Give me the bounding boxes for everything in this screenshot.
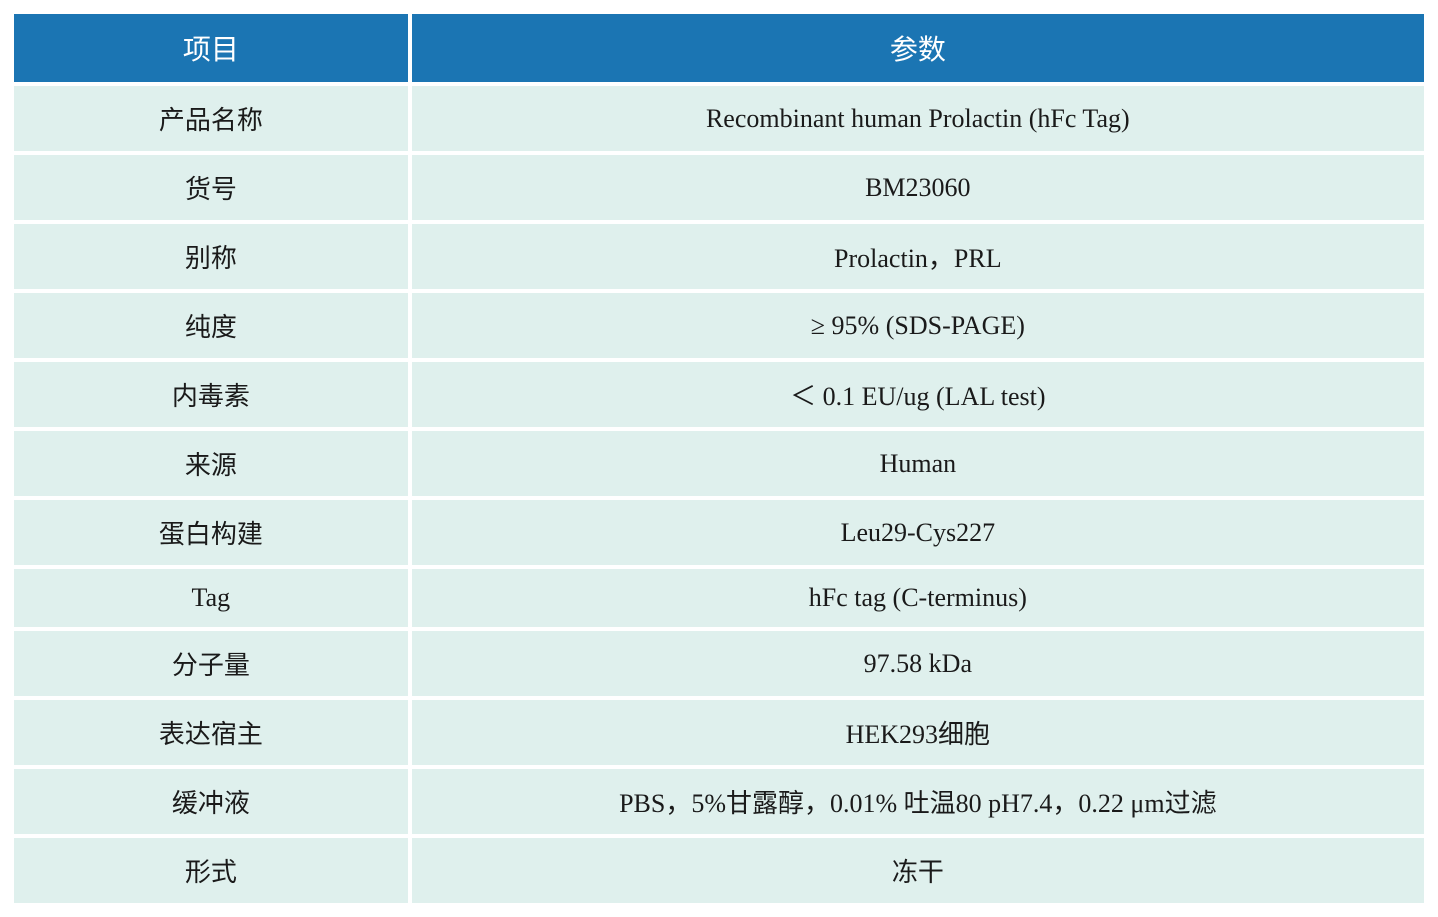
table-row: 缓冲液 PBS，5%甘露醇，0.01% 吐温80 pH7.4，0.22 μm过滤 [14, 769, 1424, 834]
cell-item-label: 缓冲液 [14, 769, 408, 834]
table-row: 分子量 97.58 kDa [14, 631, 1424, 696]
cell-item-value: HEK293细胞 [412, 700, 1424, 765]
cell-item-label: 货号 [14, 155, 408, 220]
table-header-row: 项目 参数 [14, 14, 1424, 82]
table-row: 内毒素 ＜ 0.1 EU/ug (LAL test) [14, 362, 1424, 427]
table-row: 来源 Human [14, 431, 1424, 496]
cell-item-value: ＜ 0.1 EU/ug (LAL test) [412, 362, 1424, 427]
cell-item-label: 内毒素 [14, 362, 408, 427]
cell-item-label: 别称 [14, 224, 408, 289]
table-row: 别称 Prolactin，PRL [14, 224, 1424, 289]
table-row: 蛋白构建 Leu29-Cys227 [14, 500, 1424, 565]
table-row: 形式 冻干 [14, 838, 1424, 903]
cell-item-value: ≥ 95% (SDS-PAGE) [412, 293, 1424, 358]
cell-item-label: Tag [14, 569, 408, 627]
cell-item-label: 来源 [14, 431, 408, 496]
cell-item-value: BM23060 [412, 155, 1424, 220]
cell-item-value: PBS，5%甘露醇，0.01% 吐温80 pH7.4，0.22 μm过滤 [412, 769, 1424, 834]
table-row: Tag hFc tag (C-terminus) [14, 569, 1424, 627]
cell-item-value: Prolactin，PRL [412, 224, 1424, 289]
table-row: 纯度 ≥ 95% (SDS-PAGE) [14, 293, 1424, 358]
header-item: 项目 [14, 14, 408, 82]
table-row: 产品名称 Recombinant human Prolactin (hFc Ta… [14, 86, 1424, 151]
cell-item-value: Human [412, 431, 1424, 496]
cell-item-value: Leu29-Cys227 [412, 500, 1424, 565]
cell-item-label: 形式 [14, 838, 408, 903]
product-spec-table: 项目 参数 产品名称 Recombinant human Prolactin (… [10, 10, 1428, 907]
cell-item-label: 分子量 [14, 631, 408, 696]
cell-item-value: 97.58 kDa [412, 631, 1424, 696]
cell-item-value: hFc tag (C-terminus) [412, 569, 1424, 627]
cell-item-label: 蛋白构建 [14, 500, 408, 565]
cell-item-value: 冻干 [412, 838, 1424, 903]
product-spec-table-container: 项目 参数 产品名称 Recombinant human Prolactin (… [10, 10, 1428, 907]
cell-item-label: 表达宿主 [14, 700, 408, 765]
table-row: 货号 BM23060 [14, 155, 1424, 220]
table-row: 表达宿主 HEK293细胞 [14, 700, 1424, 765]
header-param: 参数 [412, 14, 1424, 82]
cell-item-label: 产品名称 [14, 86, 408, 151]
cell-item-value: Recombinant human Prolactin (hFc Tag) [412, 86, 1424, 151]
cell-item-label: 纯度 [14, 293, 408, 358]
